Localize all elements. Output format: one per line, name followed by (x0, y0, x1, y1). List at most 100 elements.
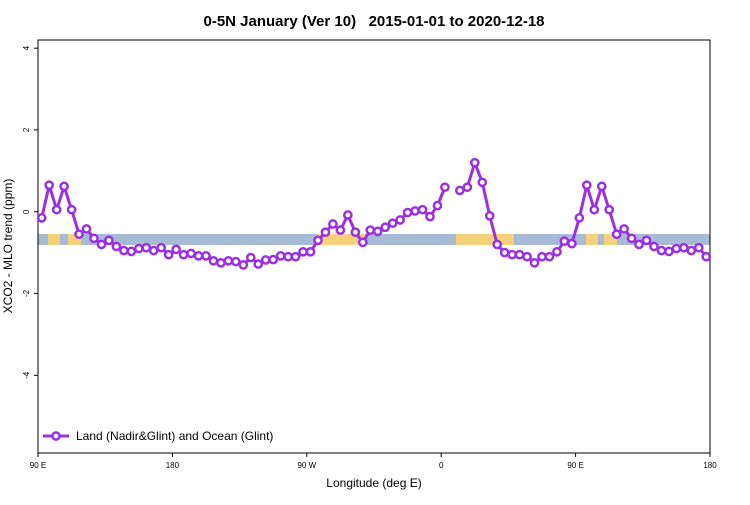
y-tick-label: 0 (22, 209, 31, 214)
point (469, 157, 480, 168)
y-tick-label: -4 (22, 371, 31, 379)
land-band (604, 234, 617, 245)
x-tick-label: 0 (439, 461, 444, 470)
y-tick-label: 2 (22, 127, 31, 132)
point (51, 204, 62, 215)
point (567, 238, 577, 249)
chart-title: 0-5N January (Ver 10) 2015-01-01 to 2020… (203, 13, 544, 30)
point (372, 226, 383, 237)
point (231, 256, 241, 267)
point (283, 251, 293, 262)
point (462, 182, 473, 193)
point (395, 215, 405, 225)
land-band (318, 234, 366, 245)
x-tick-label: 180 (166, 461, 180, 470)
x-tick-label: 90 W (297, 461, 316, 470)
point (596, 181, 607, 192)
point (290, 251, 301, 262)
point (320, 227, 331, 238)
point (619, 224, 629, 234)
point (701, 251, 712, 262)
point (104, 235, 114, 246)
point (81, 224, 92, 234)
land-ocean-band (38, 234, 710, 245)
point (335, 225, 346, 235)
legend-label: Land (Nadir&Glint) and Ocean (Glint) (76, 429, 273, 443)
point (59, 181, 69, 192)
point (111, 241, 122, 252)
point (126, 246, 137, 257)
point (507, 249, 517, 260)
point (544, 251, 555, 262)
point (201, 251, 211, 261)
point (499, 247, 510, 258)
point (357, 237, 368, 248)
x-axis-label: Longitude (deg E) (326, 476, 421, 490)
point (634, 239, 644, 250)
point (245, 252, 256, 263)
point (141, 242, 152, 253)
point (693, 242, 704, 253)
point (589, 204, 600, 215)
point (74, 229, 84, 240)
point (298, 246, 308, 257)
point (216, 258, 226, 268)
point (529, 258, 540, 268)
y-tick-label: 4 (22, 45, 31, 50)
point (455, 185, 465, 196)
point (626, 233, 637, 244)
point (380, 222, 391, 233)
point (66, 204, 77, 215)
point (260, 255, 271, 265)
legend-marker (51, 431, 61, 441)
point (686, 245, 697, 256)
point (664, 246, 674, 257)
point (679, 242, 689, 253)
point (552, 246, 562, 257)
land-band (48, 234, 60, 245)
point (313, 235, 323, 246)
point (163, 249, 174, 260)
point (514, 249, 525, 260)
point (223, 255, 234, 266)
ocean-band (38, 234, 710, 245)
point (171, 244, 181, 255)
point (119, 245, 129, 256)
point (328, 219, 338, 229)
plot-frame (37, 39, 711, 454)
point (268, 254, 279, 265)
point (178, 249, 189, 260)
point (89, 233, 99, 244)
x-tick-label: 90 E (567, 461, 583, 470)
point (440, 182, 450, 193)
point (365, 225, 376, 235)
point (656, 245, 667, 256)
y-axis-label: XCO2 - MLO trend (ppm) (1, 179, 15, 314)
point (253, 259, 264, 269)
point (36, 213, 47, 223)
y-tick-label: -2 (22, 289, 31, 297)
point (148, 245, 159, 256)
point (574, 213, 585, 223)
point (432, 200, 443, 211)
point (671, 243, 682, 254)
point (559, 236, 570, 247)
point (492, 239, 503, 250)
x-tick-label: 180 (703, 461, 717, 470)
point (402, 207, 413, 218)
point (275, 251, 286, 261)
point (537, 251, 547, 262)
point (208, 255, 219, 266)
point (343, 210, 353, 220)
land-band (586, 234, 598, 245)
point (133, 243, 144, 254)
point (611, 229, 622, 240)
point (387, 218, 398, 229)
point (477, 177, 488, 188)
point (581, 180, 592, 191)
land-band (68, 234, 81, 245)
point (238, 260, 249, 270)
point (649, 241, 659, 252)
